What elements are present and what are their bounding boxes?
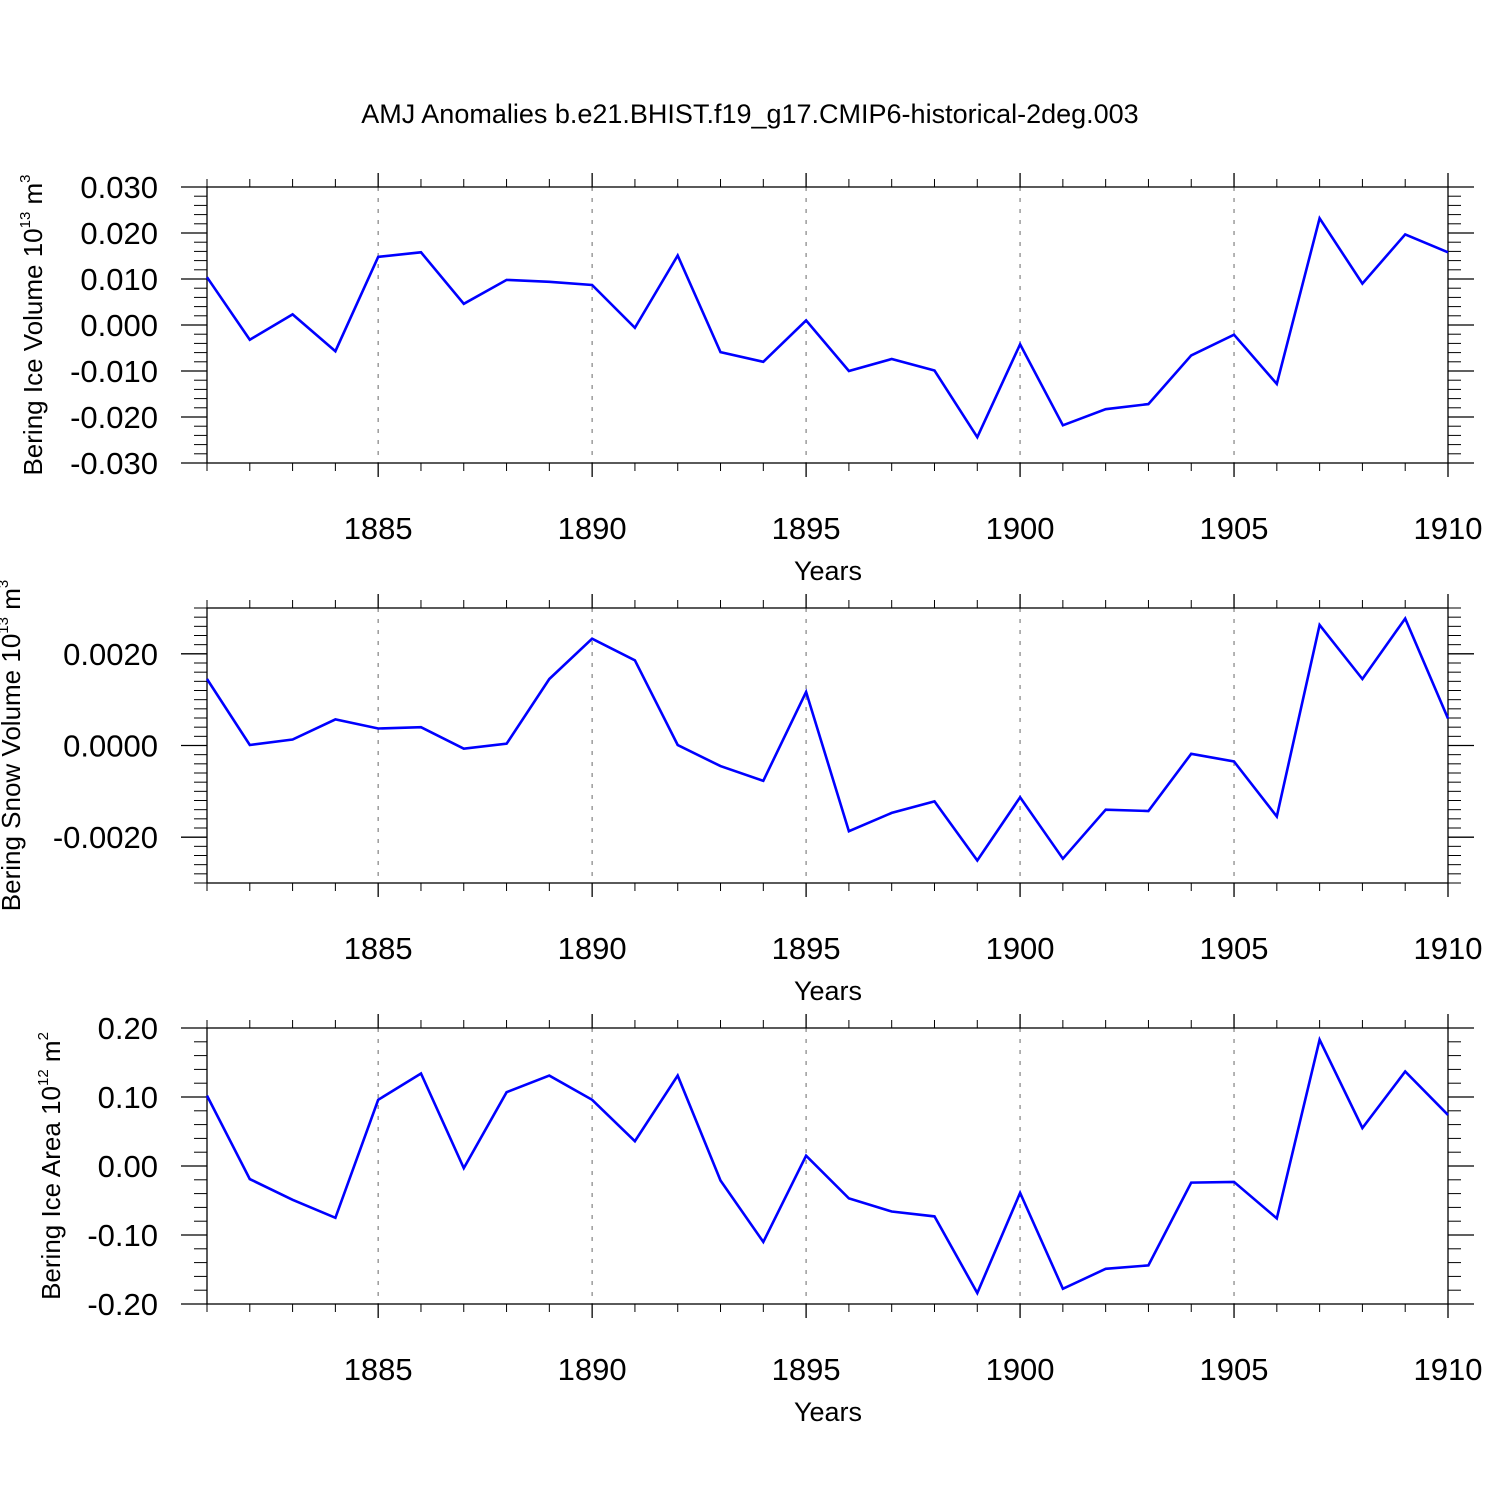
x-tick-label: 1895 [772,931,841,966]
y-tick-label: 0.000 [80,308,158,343]
x-tick-label: 1890 [558,1352,627,1387]
chart-panel-3: 0.20 0.10 0.00 -0.10 -0.20 1885 1890 1895 1900 19… [35,1011,1482,1427]
x-tick-label: 1895 [772,511,841,546]
x-tick-label: 1885 [344,931,413,966]
x-tick-label: 1910 [1414,931,1483,966]
y-tick-label: 0.030 [80,170,158,205]
y-tick-label: 0.020 [80,216,158,251]
y-tick-label: -0.020 [70,400,158,435]
x-tick-label: 1910 [1414,1352,1483,1387]
y-tick-label: -0.10 [87,1218,158,1253]
x-tick-label: 1890 [558,511,627,546]
plot-frame [206,186,1449,464]
y-tick-label: -0.20 [87,1287,158,1322]
y-tick-label: 0.00 [98,1149,158,1184]
chart-panel-1: 0.030 0.020 0.010 0.000 -0.010 -0.020 -0.030 18… [17,170,1482,586]
x-tick-label: 1905 [1200,511,1269,546]
x-tick-label: 1885 [344,511,413,546]
chart-panel-2: 0.0020 0.0000 -0.0020 1885 1890 1895 1900 1905 1… [0,580,1482,1006]
x-tick-label: 1900 [986,511,1055,546]
plot-frame [206,1027,1449,1305]
y-axis-label: Bering Snow Volume 1013 m3 [0,580,26,911]
x-axis-label: Years [794,976,862,1006]
x-tick-label: 1890 [558,931,627,966]
y-tick-label: 0.0000 [63,729,158,764]
x-tick-label: 1900 [986,931,1055,966]
x-tick-label: 1910 [1414,511,1483,546]
y-tick-label: 0.20 [98,1011,158,1046]
y-tick-label: 0.010 [80,262,158,297]
series-line-1 [205,215,1449,440]
y-axis-label: Bering Ice Volume 1013 m3 [17,174,48,475]
x-tick-label: 1885 [344,1352,413,1387]
plot-frame [206,607,1449,884]
y-tick-label: -0.0020 [53,820,158,855]
x-tick-label: 1900 [986,1352,1055,1387]
x-axis-label: Years [794,1397,862,1427]
chart-title: AMJ Anomalies b.e21.BHIST.f19_g17.CMIP6-… [361,99,1138,129]
x-tick-label: 1905 [1200,1352,1269,1387]
x-tick-label: 1895 [772,1352,841,1387]
series-line-1 [205,615,1450,863]
y-tick-label: -0.030 [70,446,158,481]
series-line-1 [205,1035,1449,1296]
y-tick-label: 0.0020 [63,637,158,672]
y-axis-label: Bering Ice Area 1012 m2 [35,1032,66,1300]
x-axis-label: Years [794,556,862,586]
y-tick-label: 0.10 [98,1080,158,1115]
x-tick-label: 1905 [1200,931,1269,966]
y-tick-label: -0.010 [70,354,158,389]
